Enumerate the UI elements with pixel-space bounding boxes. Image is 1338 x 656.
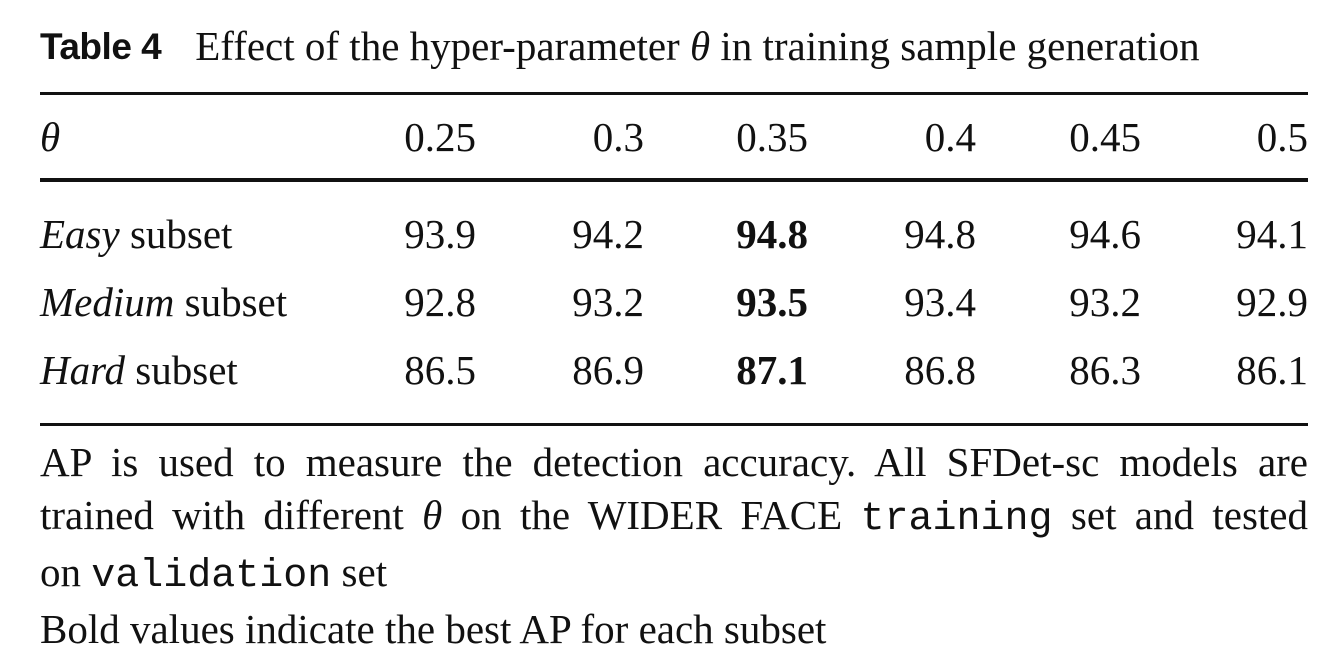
footnote-text: set and tested [1052, 492, 1308, 538]
table-cell: 93.9 [404, 211, 476, 257]
row-label-italic: Easy [40, 211, 120, 257]
table-cell: 94.1 [1236, 211, 1308, 257]
footnote-line: on validation set [40, 546, 1308, 603]
table-figure: Table 4 Effect of the hyper-parameter θ … [40, 0, 1308, 656]
footnote-text: set [331, 549, 388, 595]
header-cell: 0.5 [1256, 113, 1308, 160]
table-cell: 94.8 [904, 211, 976, 257]
row-label-rest: subset [119, 211, 233, 257]
row-label-rest: subset [174, 279, 288, 325]
row-label: Medium subset [40, 278, 380, 326]
row-label-italic: Medium [40, 279, 175, 325]
table-caption: Table 4 Effect of the hyper-parameter θ … [40, 0, 1308, 92]
table-cell: 92.9 [1236, 279, 1308, 325]
table-cell: 94.2 [572, 211, 644, 257]
footnote-line: Bold values indicate the best AP for eac… [40, 606, 827, 652]
spacer [40, 404, 1308, 423]
table-row: Hard subset 86.5 86.9 87.1 86.8 86.3 86.… [40, 336, 1308, 404]
spacer [40, 182, 1308, 200]
row-label: Hard subset [40, 346, 380, 394]
table-cell: 86.1 [1236, 347, 1308, 393]
footnote-text: on [40, 549, 92, 595]
caption-theta-symbol: θ [689, 22, 711, 69]
table-cell: 86.8 [904, 347, 976, 393]
row-label: Easy subset [40, 210, 380, 258]
caption-text-after: in training sample generation [710, 22, 1200, 69]
caption-text: Effect of the hyper-parameter θ in train… [195, 22, 1200, 69]
footnote-theta-symbol: θ [422, 492, 443, 538]
row-label-italic: Hard [40, 347, 126, 393]
table-header-row: θ 0.25 0.3 0.35 0.4 0.45 0.5 [40, 95, 1308, 178]
footnote-mono-term: validation [91, 554, 332, 599]
footnote-text: trained with different [40, 492, 423, 538]
footnote-line: trained with different θ on the WIDER FA… [40, 489, 1308, 546]
top-rule [40, 92, 1308, 95]
table-row: Easy subset 93.9 94.2 94.8 94.8 94.6 94.… [40, 200, 1308, 268]
table-cell: 86.9 [572, 347, 644, 393]
table-label: Table 4 [40, 25, 162, 67]
table-footnote: AP is used to measure the detection accu… [40, 436, 1308, 656]
header-cell: 0.45 [1069, 113, 1141, 160]
header-rule [40, 178, 1308, 182]
table-cell: 92.8 [404, 279, 476, 325]
header-cell: 0.4 [924, 113, 976, 160]
footnote-line: AP is used to measure the detection accu… [40, 439, 1308, 485]
row-label-rest: subset [125, 347, 238, 393]
table-cell: 86.3 [1069, 347, 1141, 393]
table-cell: 93.2 [1069, 279, 1141, 325]
table-cell: 86.5 [404, 347, 476, 393]
table-cell: 93.2 [572, 279, 644, 325]
bottom-rule [40, 423, 1308, 426]
header-cell: 0.25 [404, 113, 476, 160]
footnote-text: on the WIDER FACE [442, 492, 861, 538]
footnote-mono-term: training [860, 497, 1053, 542]
table-cell-best: 94.8 [736, 211, 808, 257]
table-cell: 93.4 [904, 279, 976, 325]
table-row: Medium subset 92.8 93.2 93.5 93.4 93.2 9… [40, 268, 1308, 336]
caption-text-before: Effect of the hyper-parameter [195, 22, 690, 69]
header-cell: 0.35 [736, 113, 808, 160]
table-cell: 94.6 [1069, 211, 1141, 257]
table-cell-best: 87.1 [736, 347, 808, 393]
table-cell-best: 93.5 [736, 279, 808, 325]
header-param-symbol: θ [40, 113, 61, 160]
header-cell: 0.3 [592, 113, 644, 160]
